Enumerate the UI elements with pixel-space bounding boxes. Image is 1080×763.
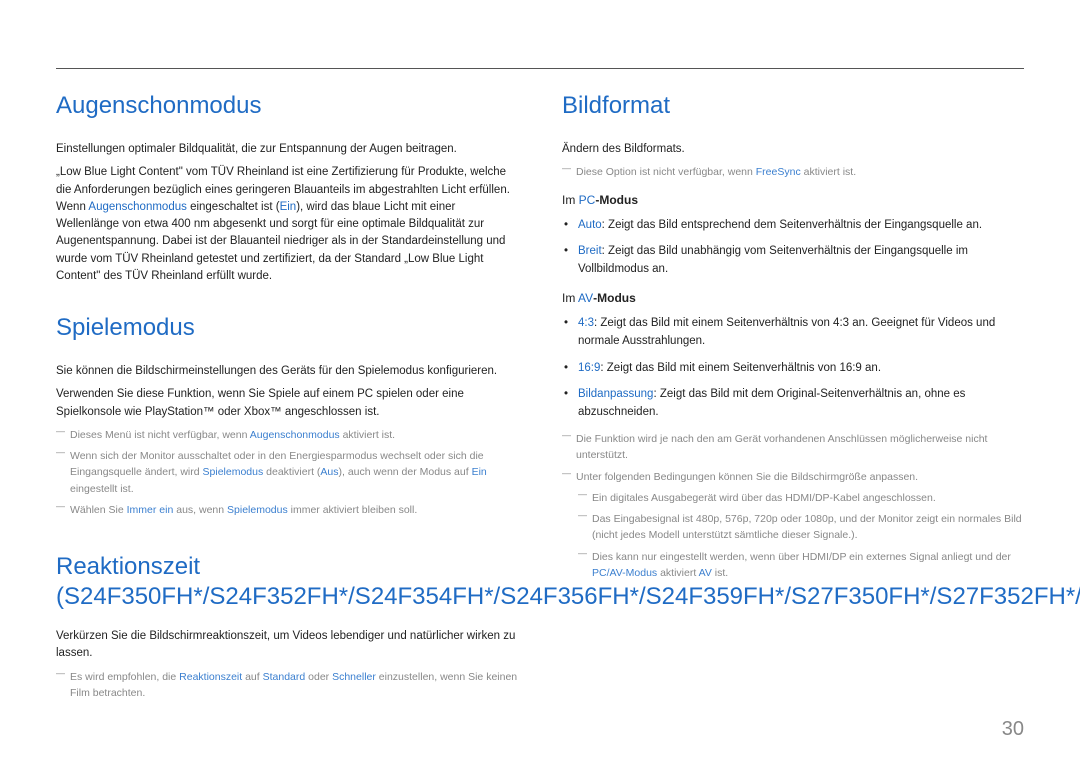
subheading-av-modus: Im AV-Modus: [562, 291, 1024, 305]
heading-augenschonmodus: Augenschonmodus: [56, 91, 518, 121]
footnote-sub: Ein digitales Ausgabegerät wird über das…: [578, 490, 1024, 506]
heading-reaktionszeit: Reaktionszeit (S24F350FH*/S24F352FH*/S24…: [56, 552, 518, 612]
list-item: Breit: Zeigt das Bild unabhängig vom Sei…: [578, 243, 1024, 279]
option-list-pc: Auto: Zeigt das Bild entsprechend dem Se…: [562, 217, 1024, 279]
option-list-av: 4:3: Zeigt das Bild mit einem Seitenverh…: [562, 315, 1024, 422]
left-column: Augenschonmodus Einstellungen optimaler …: [56, 91, 518, 706]
footnote-sub: Das Eingabesignal ist 480p, 576p, 720p o…: [578, 511, 1024, 544]
footnote: Es wird empfohlen, die Reaktionszeit auf…: [56, 669, 518, 702]
right-column: Bildformat Ändern des Bildformats. Diese…: [562, 91, 1024, 706]
footnote-sub: Dies kann nur eingestellt werden, wenn ü…: [578, 549, 1024, 582]
heading-bildformat: Bildformat: [562, 91, 1024, 121]
body-text: Ändern des Bildformats.: [562, 141, 1024, 158]
list-item: 4:3: Zeigt das Bild mit einem Seitenverh…: [578, 315, 1024, 351]
footnote: Wenn sich der Monitor ausschaltet oder i…: [56, 448, 518, 497]
footnote: Die Funktion wird je nach den am Gerät v…: [562, 431, 1024, 464]
footnote: Diese Option ist nicht verfügbar, wenn F…: [562, 164, 1024, 180]
body-text: Verkürzen Sie die Bildschirmreaktionszei…: [56, 628, 518, 663]
footnote: Dieses Menü ist nicht verfügbar, wenn Au…: [56, 427, 518, 443]
body-text: Verwenden Sie diese Funktion, wenn Sie S…: [56, 386, 518, 421]
list-item: Auto: Zeigt das Bild entsprechend dem Se…: [578, 217, 1024, 235]
list-item: 16:9: Zeigt das Bild mit einem Seitenver…: [578, 360, 1024, 378]
footnote: Unter folgenden Bedingungen können Sie d…: [562, 469, 1024, 485]
body-text: Einstellungen optimaler Bildqualität, di…: [56, 141, 518, 158]
page-number: 30: [1002, 718, 1024, 741]
list-item: Bildanpassung: Zeigt das Bild mit dem Or…: [578, 386, 1024, 422]
body-text: „Low Blue Light Content" vom TÜV Rheinla…: [56, 164, 518, 285]
subheading-pc-modus: Im PC-Modus: [562, 193, 1024, 207]
footnote: Wählen Sie Immer ein aus, wenn Spielemod…: [56, 502, 518, 518]
body-text: Sie können die Bildschirmeinstellungen d…: [56, 363, 518, 380]
heading-spielemodus: Spielemodus: [56, 313, 518, 343]
